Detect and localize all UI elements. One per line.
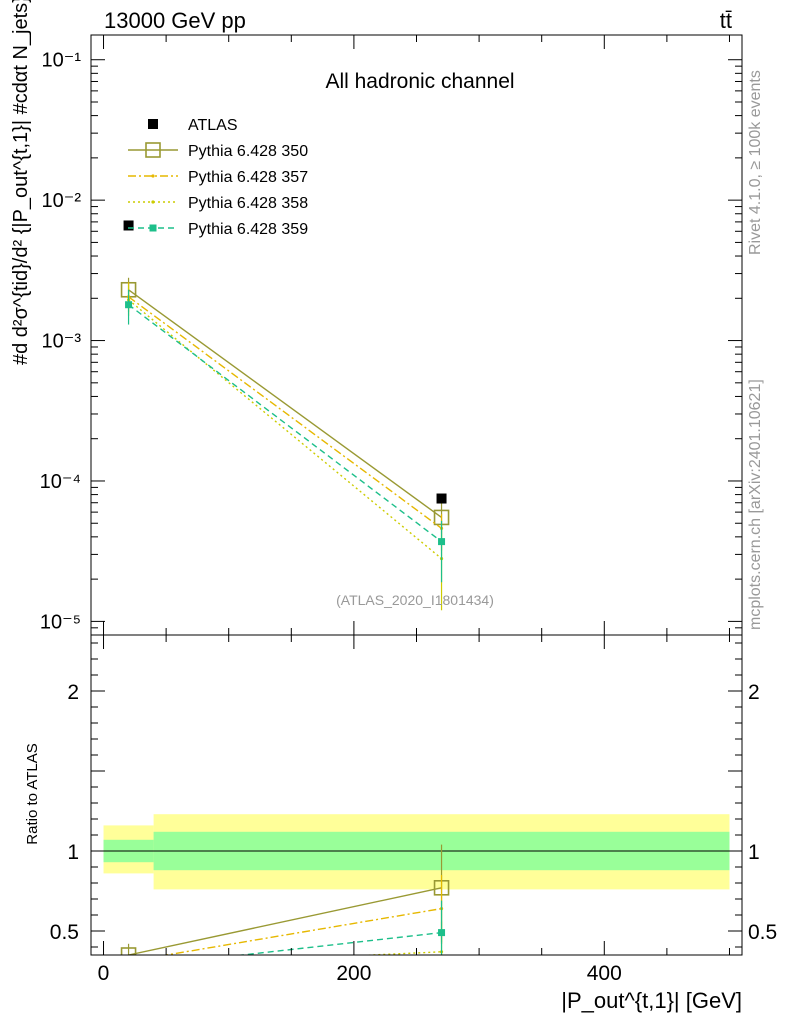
ratio-point [127,965,130,968]
ratio-y-tick-label: 2 [67,681,79,704]
ratio-frame [90,634,743,956]
main-y-tick-label: 10⁻² [42,190,82,212]
legend-marker-data [148,119,158,129]
ratio-panel: 0.5 0.5 1 1 2 2 0 200 400 Ratio to ATLAS |P_out… [24,634,777,1013]
ratio-point [120,947,137,955]
mc-series-0 [120,277,450,534]
legend-label-data: ATLAS [188,117,238,134]
side-label-mcplots: mcplots.cern.ch [arXiv:2401.10621] [747,379,764,630]
legend-label: Pythia 6.428 358 [188,195,308,212]
main-y-tick-label: 10⁻⁴ [40,471,81,493]
mc-series-3 [125,289,446,583]
ratio-y-axis-label: Ratio to ATLAS [24,743,41,844]
ratio-axis-ticks [91,635,742,955]
x-tick-labels: 0 200 400 [98,962,622,985]
ratio-y-tick-label: 1 [67,841,79,864]
legend-label: Pythia 6.428 357 [188,169,308,186]
chart-title: All hadronic channel [325,70,514,93]
mc-series-line [128,289,442,518]
header-left: 13000 GeV pp [104,8,246,33]
ratio-series-line [356,951,442,955]
mc-series-line [128,304,442,543]
mc-point [125,301,133,309]
ratio-series-2 [127,921,444,968]
ratio-y-tick-label-right: 2 [748,681,760,704]
header-right: tt̄ [720,8,732,33]
ratio-series-line [162,907,442,955]
x-tick-label: 0 [98,962,110,985]
ratio-y-tick-label-right: 1 [748,841,760,864]
mc-series-line [128,299,442,560]
x-tick-label: 200 [336,962,371,985]
legend-marker [145,142,161,158]
ratio-y-tick-label: 0.5 [50,921,79,944]
data-point [123,220,134,231]
analysis-tag: (ATLAS_2020_I1801434) [336,592,494,608]
ratio-series-line [236,931,442,955]
legend-marker [149,224,157,232]
mc-point [438,538,446,546]
main-y-tick-label: 10⁻¹ [42,50,82,72]
mc-series-2 [126,284,444,611]
ratio-point [438,929,446,937]
legend-label: Pythia 6.428 359 [188,221,308,238]
main-y-tick-labels: 10⁻¹ 10⁻² 10⁻³ 10⁻⁴ 10⁻⁵ [40,50,82,634]
main-panel: 10⁻¹ 10⁻² 10⁻³ 10⁻⁴ 10⁻⁵ All hadronic channe… [10,0,743,636]
ratio-y-tick-labels: 0.5 0.5 1 1 2 2 [50,681,777,944]
ratio-series-3 [125,900,446,971]
ratio-point [125,964,132,971]
main-axis-ticks [91,35,742,636]
ratio-point [127,960,130,963]
legend-marker [151,174,155,178]
ratio-series-line [128,887,442,955]
main-y-axis-label: #d d²σ^{tid}/d² {|P_out^{t,1}| #cdαt N_j… [10,0,32,365]
side-label-rivet: Rivet 4.1.0, ≥ 100k events [747,70,764,255]
mc-series-line [128,296,442,529]
data-point [436,493,447,504]
main-y-tick-label: 10⁻⁵ [40,611,81,633]
main-y-tick-label: 10⁻³ [42,331,82,353]
ratio-y-tick-label-right: 0.5 [748,921,777,944]
x-axis-label: |P_out^{t,1}| [GeV] [561,988,742,1013]
ratio-plot-content [91,814,742,971]
main-plot-content [120,220,450,611]
legend-marker [151,200,155,204]
x-tick-label: 400 [587,962,622,985]
legend-label: Pythia 6.428 350 [188,143,308,160]
legend: ATLAS Pythia 6.428 350 Pythia 6.428 357 Pyt… [128,117,308,238]
